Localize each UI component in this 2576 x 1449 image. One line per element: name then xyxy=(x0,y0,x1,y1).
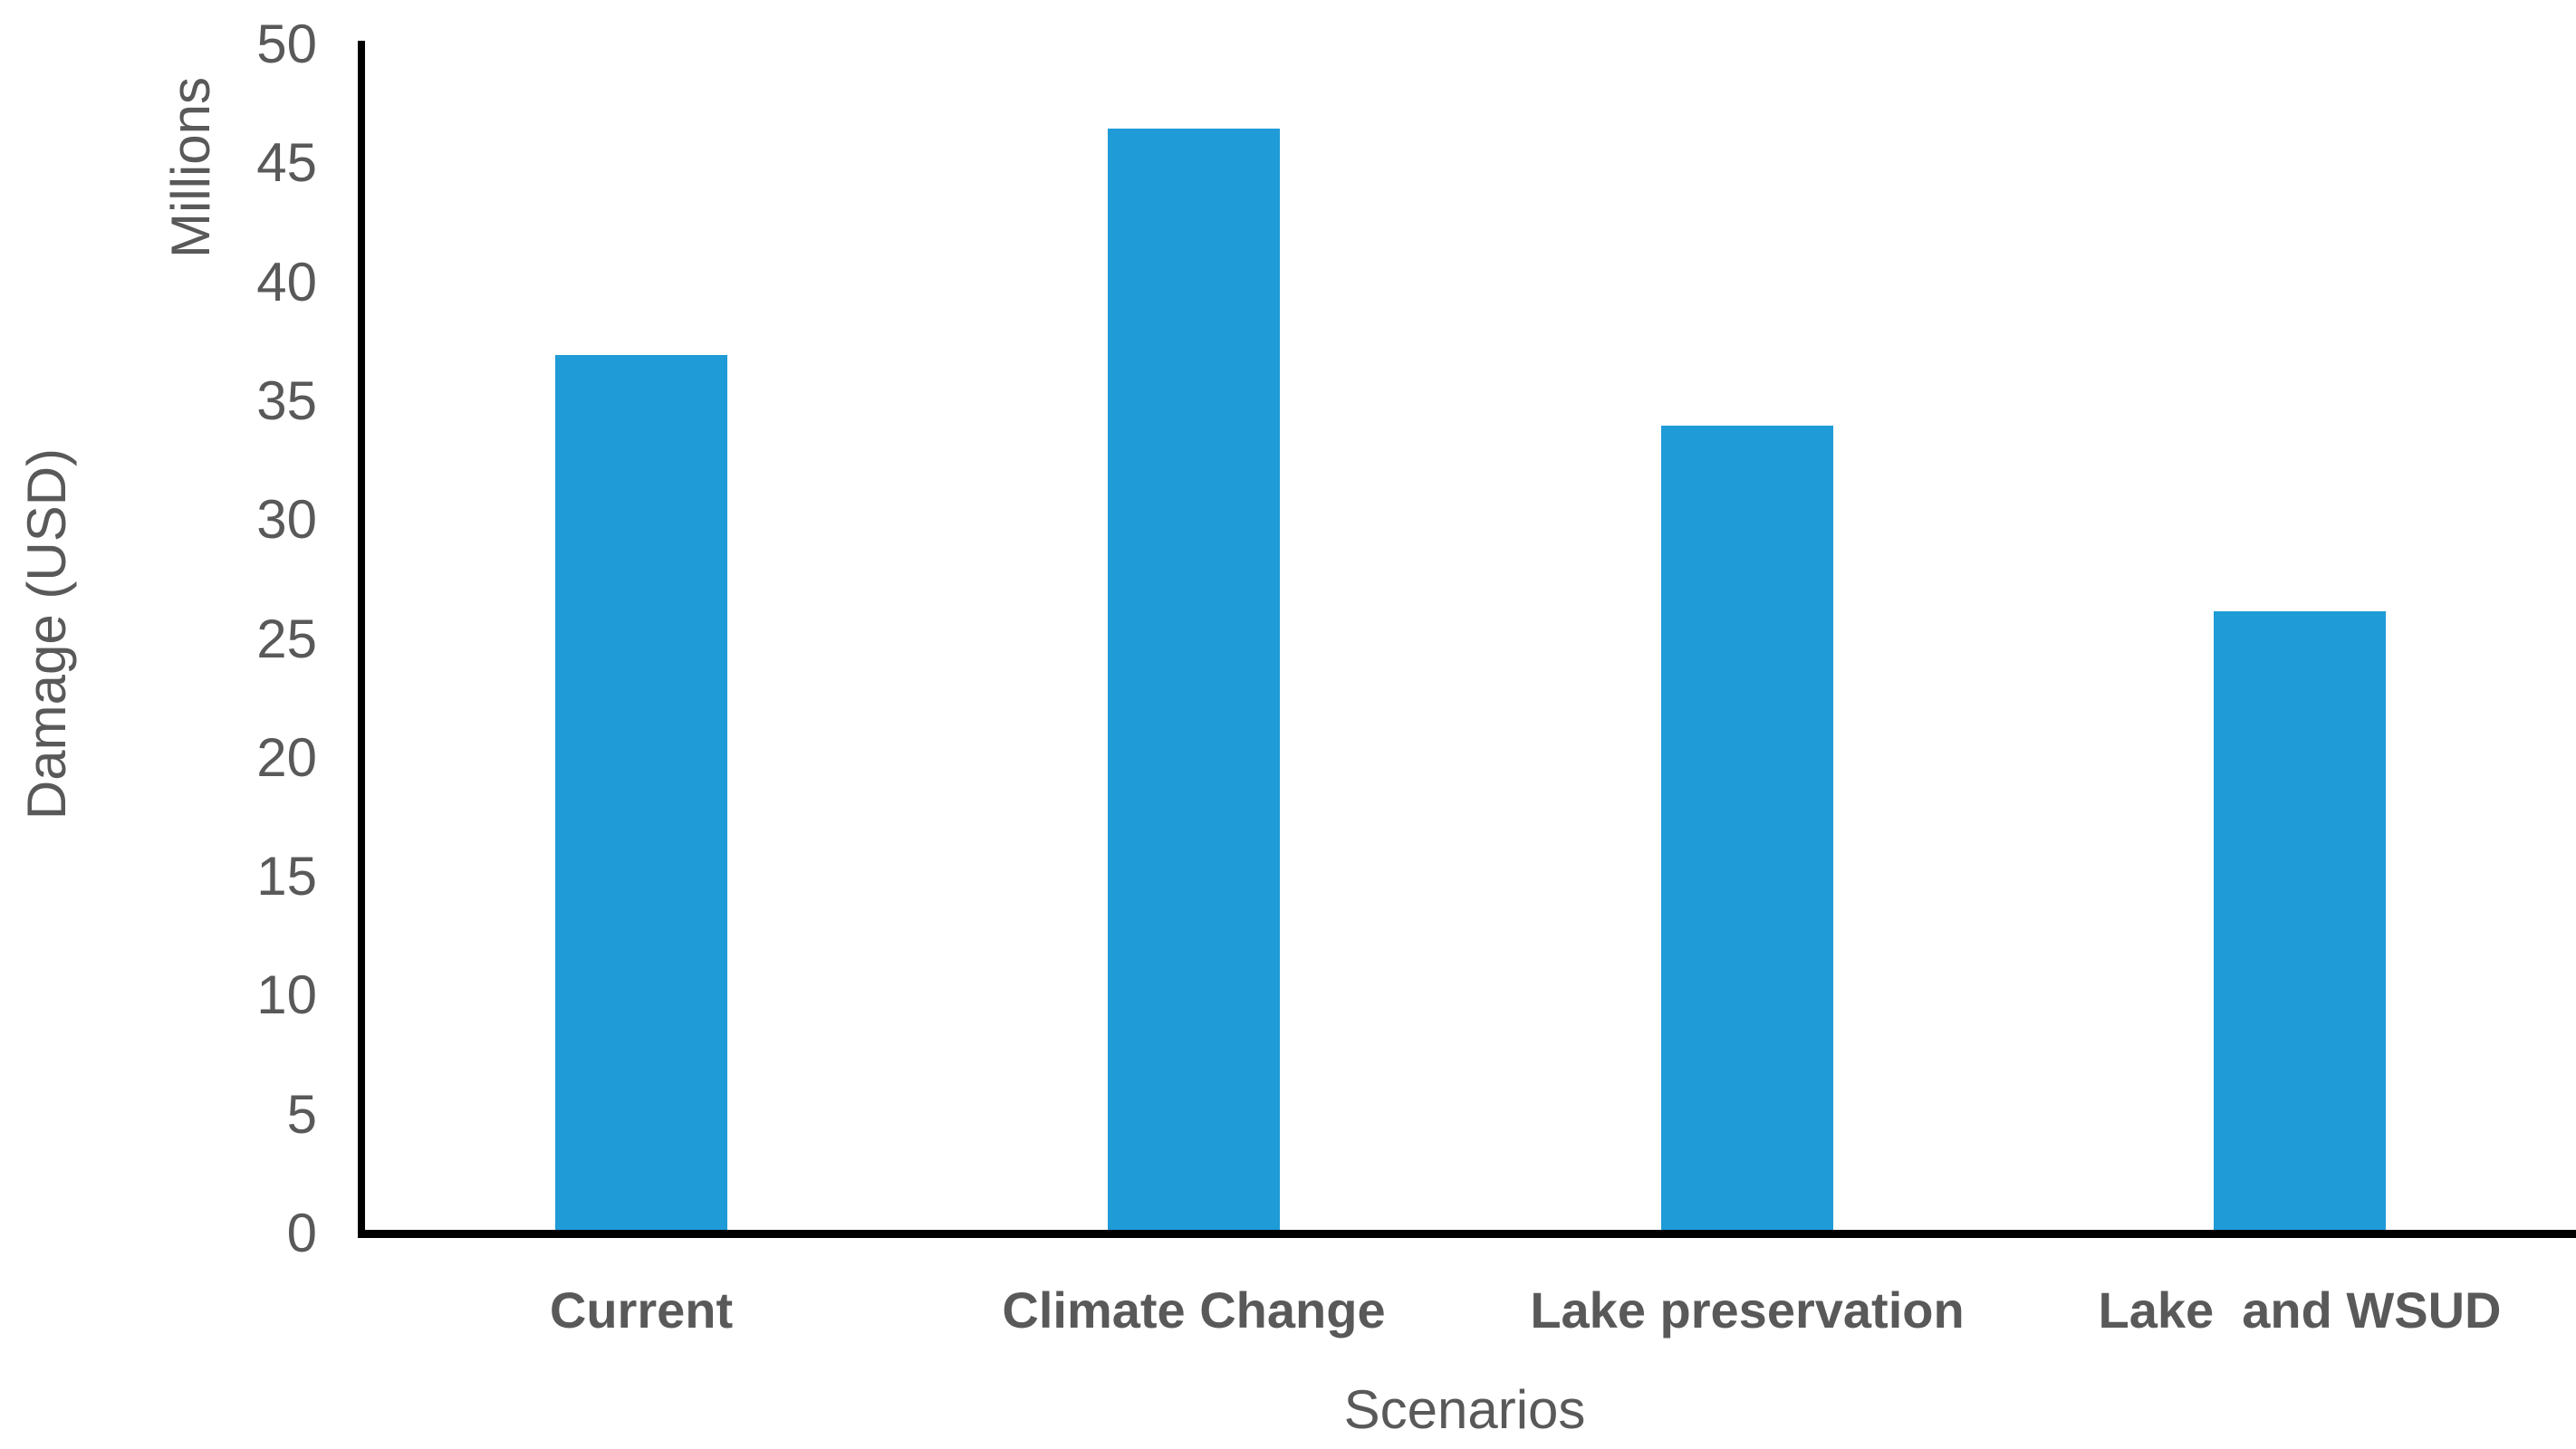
bar-current xyxy=(555,355,727,1230)
y-axis-line xyxy=(358,41,365,1238)
x-category-label-lake-preservation: Lake preservation xyxy=(1530,1281,1965,1339)
y-tick-label-35: 35 xyxy=(256,369,317,431)
y-tick-label-15: 15 xyxy=(256,846,317,907)
y-tick-label-10: 10 xyxy=(256,964,317,1026)
y-tick-label-25: 25 xyxy=(256,608,317,669)
bar-climate-change xyxy=(1108,129,1280,1230)
y-axis-title: Damage (USD) xyxy=(16,447,77,820)
y-tick-label-45: 45 xyxy=(256,132,317,194)
x-axis-line xyxy=(358,1230,2576,1238)
x-category-label-lake-and-wsud: Lake and WSUD xyxy=(2098,1281,2502,1339)
x-category-label-current: Current xyxy=(549,1281,734,1339)
y-tick-label-5: 5 xyxy=(286,1083,317,1145)
bar-lake-preservation xyxy=(1661,426,1833,1230)
y-tick-label-30: 30 xyxy=(256,489,317,551)
y-tick-label-40: 40 xyxy=(256,251,317,312)
y-tick-label-20: 20 xyxy=(256,726,317,788)
x-category-label-climate-change: Climate Change xyxy=(1002,1281,1386,1339)
y-tick-label-0: 0 xyxy=(286,1203,317,1263)
x-axis-title: Scenarios xyxy=(1343,1379,1586,1440)
bar-lake-and-wsud xyxy=(2214,611,2386,1230)
y-tick-label-50: 50 xyxy=(256,14,317,74)
